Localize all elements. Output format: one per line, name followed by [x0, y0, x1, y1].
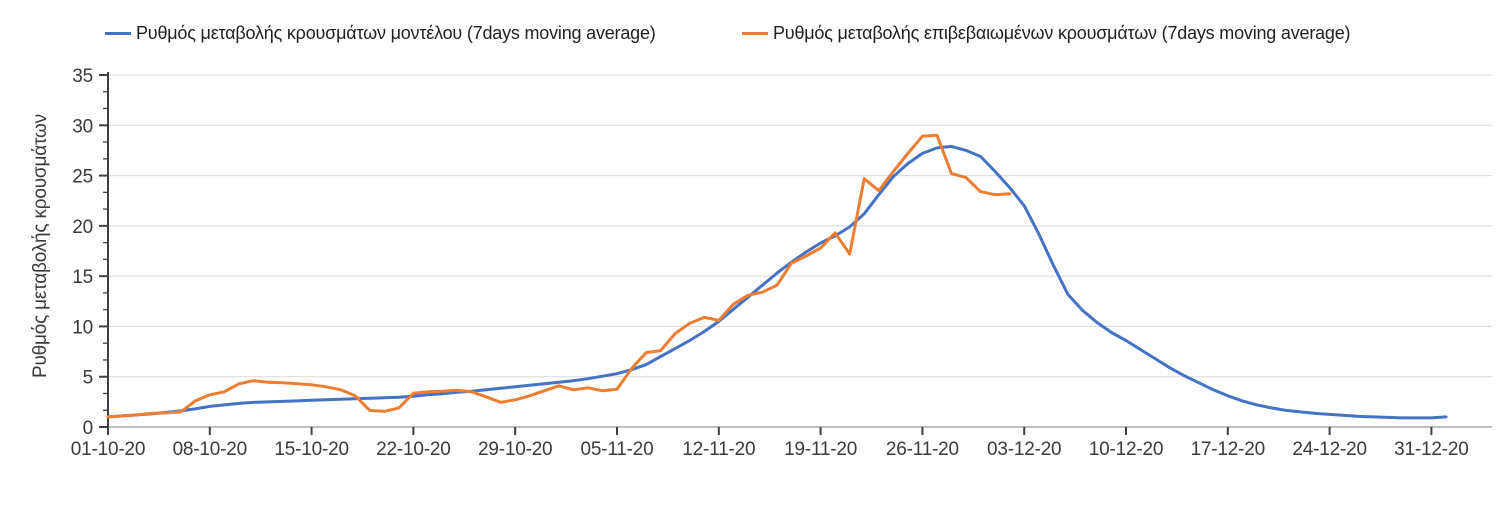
model-series-line — [106, 144, 1448, 420]
x-tick-label: 24-12-20 — [1292, 439, 1366, 460]
x-tick-label: 03-12-20 — [987, 439, 1061, 460]
x-tick-label: 01-10-20 — [71, 439, 145, 460]
x-tick-label: 15-10-20 — [274, 439, 348, 460]
legend-item-confirmed: Ρυθμός μεταβολής επιβεβαιωμένων κρουσμάτ… — [742, 23, 1351, 44]
y-tick-label: 0 — [83, 418, 93, 439]
x-tick-label: 26-11-20 — [886, 439, 959, 460]
y-tick-label: 35 — [72, 66, 93, 87]
y-tick-label: 5 — [83, 368, 93, 389]
x-tick-label: 05-11-20 — [580, 439, 653, 460]
y-tick-label: 10 — [72, 317, 93, 338]
x-tick-label: 10-12-20 — [1089, 439, 1163, 460]
legend-swatch-model-icon — [105, 32, 131, 35]
legend-item-model: Ρυθμός μεταβολής κρουσμάτων μοντέλου (7d… — [105, 23, 656, 44]
y-tick-label: 20 — [72, 217, 93, 238]
y-tick-label: 15 — [72, 267, 93, 288]
x-tick-label: 22-10-20 — [376, 439, 450, 460]
x-tick-label: 29-10-20 — [478, 439, 552, 460]
y-tick-label: 25 — [72, 167, 93, 188]
legend-label-confirmed: Ρυθμός μεταβολής επιβεβαιωμένων κρουσμάτ… — [773, 23, 1351, 43]
x-tick-label: 12-11-20 — [682, 439, 755, 460]
x-tick-label: 17-12-20 — [1191, 439, 1265, 460]
legend-label-model: Ρυθμός μεταβολής κρουσμάτων μοντέλου (7d… — [136, 23, 656, 43]
confirmed-series-line — [106, 133, 1012, 419]
x-tick-label: 08-10-20 — [173, 439, 247, 460]
y-tick-label: 30 — [72, 116, 93, 137]
x-tick-label: 31-12-20 — [1394, 439, 1468, 460]
x-tick-label: 19-11-20 — [784, 439, 857, 460]
legend-swatch-confirmed-icon — [742, 32, 768, 35]
